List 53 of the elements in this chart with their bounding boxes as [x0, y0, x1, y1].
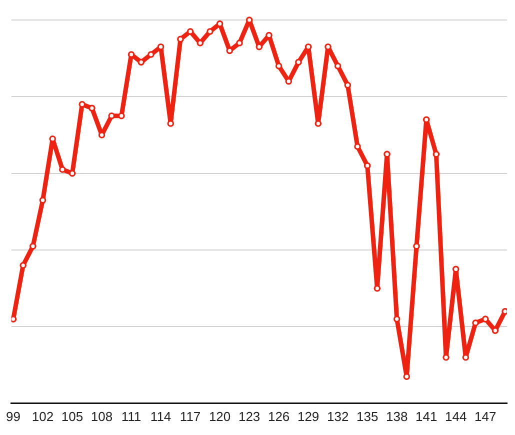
point: [275, 62, 282, 70]
point: [432, 150, 440, 158]
point: [157, 43, 164, 50]
point: [167, 120, 174, 127]
point: [148, 51, 154, 58]
point: [128, 51, 135, 58]
x-tick-label: 108: [90, 408, 113, 424]
x-tick-label: 135: [356, 408, 378, 424]
x-tick-label: 114: [150, 408, 172, 424]
x-tick-label: 126: [268, 408, 290, 424]
point: [403, 373, 410, 380]
point: [452, 266, 460, 273]
point: [374, 284, 381, 292]
x-tick-label: 105: [61, 408, 84, 424]
point: [354, 143, 361, 150]
x-tick-label: 99: [6, 408, 20, 424]
x-tick-label: 144: [445, 408, 467, 424]
point: [59, 166, 66, 173]
point: [442, 354, 450, 361]
x-tick-label: 132: [326, 408, 349, 424]
x-tick-label: 147: [474, 408, 496, 424]
point: [393, 316, 400, 322]
point: [482, 316, 489, 322]
point: [304, 43, 312, 50]
x-tick-label: 117: [180, 408, 201, 424]
point: [108, 112, 116, 120]
point: [186, 28, 194, 35]
point: [138, 58, 145, 66]
x-tick-label: 111: [121, 408, 142, 424]
point: [236, 40, 243, 46]
x-tick-label: 123: [238, 408, 260, 424]
point: [177, 36, 184, 43]
point: [295, 58, 302, 66]
point: [384, 150, 390, 158]
point: [30, 242, 36, 250]
x-tick-label: 141: [415, 408, 438, 424]
point: [344, 82, 352, 89]
point: [422, 116, 430, 124]
point: [314, 120, 322, 127]
x-tick-label: 129: [297, 408, 320, 424]
point: [11, 316, 17, 322]
point: [118, 112, 125, 120]
point: [206, 28, 214, 35]
point: [88, 104, 96, 112]
x-tick-label: 120: [208, 408, 231, 424]
x-tick-label: 102: [32, 408, 54, 424]
x-tick-label: 138: [386, 408, 408, 424]
point: [20, 262, 26, 269]
point: [364, 162, 371, 170]
point: [39, 196, 46, 204]
point: [334, 62, 342, 70]
point: [472, 319, 479, 326]
point: [413, 242, 420, 250]
